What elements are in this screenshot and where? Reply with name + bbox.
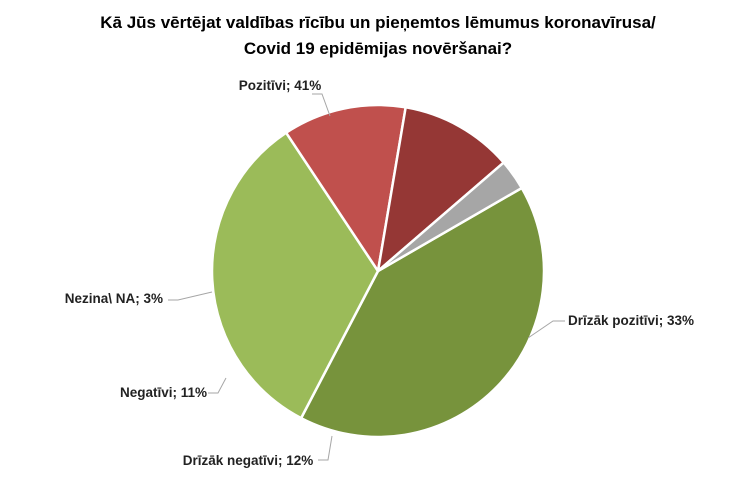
pie-slice-3 (284, 103, 407, 273)
chart-title-line-2: Covid 19 epidēmijas novēršanai? (243, 39, 513, 58)
pie-slices (210, 103, 546, 439)
slice-label-5: Nezina\ NA; 3% (65, 291, 163, 306)
leader-line-2 (527, 320, 565, 339)
leader-line-5 (168, 291, 213, 301)
pie-slice-5 (376, 161, 524, 273)
slice-label-1: Pozitīvi; 41% (239, 78, 322, 93)
chart-title-line-1: Kā Jūs vērtējat valdības rīcību un pieņe… (100, 13, 656, 32)
slice-label-4: Negatīvi; 11% (120, 385, 207, 400)
leader-lines (168, 93, 565, 461)
leader-line-1 (312, 93, 331, 117)
chart-title: Kā Jūs vērtējat valdības rīcību un pieņe… (0, 10, 756, 62)
pie-slice-2 (210, 131, 380, 420)
pie-slice-1 (299, 186, 546, 439)
slice-labels: Pozitīvi; 41% Drīzāk pozitīvi; 33% Drīzāk … (65, 78, 694, 468)
pie-slice-4 (376, 106, 505, 273)
slice-label-3: Drīzāk negatīvi; 12% (183, 453, 314, 468)
leader-line-3 (318, 435, 333, 461)
leader-line-4 (208, 377, 227, 394)
slice-label-2: Drīzāk pozitīvi; 33% (568, 313, 694, 328)
